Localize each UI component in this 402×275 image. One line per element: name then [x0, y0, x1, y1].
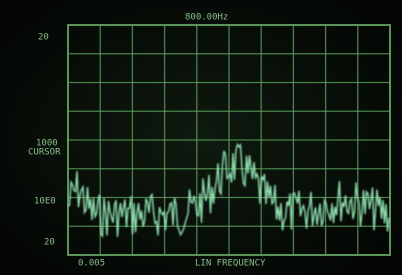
left-label: 20 [44, 238, 55, 248]
left-label: 20 [38, 33, 49, 43]
left-label: CURSOR [28, 148, 61, 158]
left-label: 10E0 [34, 197, 56, 207]
bottom-label: 0.005 [78, 259, 105, 269]
page: {"screen": {"top_readout": "800.00Hz", "… [0, 0, 402, 275]
top-readout: 800.00Hz [185, 13, 228, 23]
screen-background [0, 0, 402, 275]
scope-screen: 800.00Hz 20 1000 CURSOR 10E0 20 0.005 LI… [0, 0, 402, 275]
bottom-label: LIN FREQUENCY [195, 259, 266, 269]
